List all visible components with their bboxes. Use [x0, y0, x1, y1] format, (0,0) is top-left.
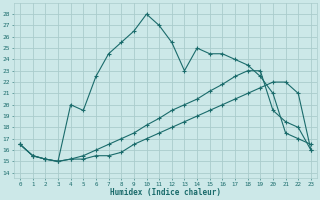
- X-axis label: Humidex (Indice chaleur): Humidex (Indice chaleur): [110, 188, 221, 197]
